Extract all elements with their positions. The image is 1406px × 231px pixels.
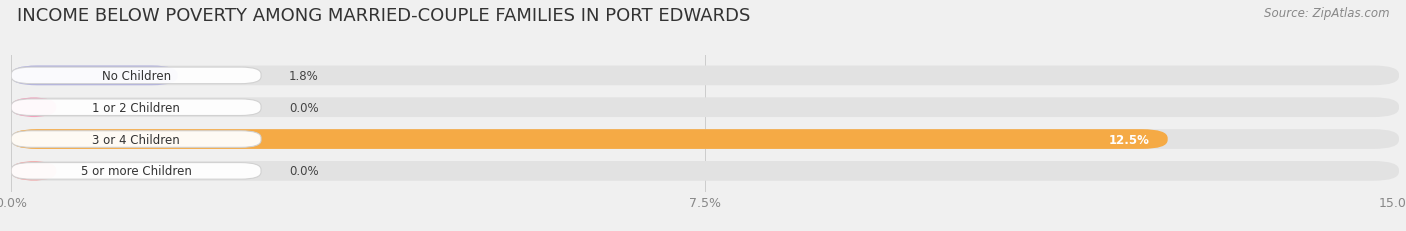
FancyBboxPatch shape	[11, 68, 262, 84]
FancyBboxPatch shape	[11, 130, 1399, 149]
FancyBboxPatch shape	[11, 98, 56, 118]
Text: Source: ZipAtlas.com: Source: ZipAtlas.com	[1264, 7, 1389, 20]
Text: 1.8%: 1.8%	[288, 70, 319, 82]
Text: No Children: No Children	[101, 70, 170, 82]
FancyBboxPatch shape	[11, 130, 1167, 149]
FancyBboxPatch shape	[11, 66, 177, 86]
FancyBboxPatch shape	[11, 161, 56, 181]
FancyBboxPatch shape	[11, 161, 1399, 181]
FancyBboxPatch shape	[11, 66, 1399, 86]
FancyBboxPatch shape	[11, 163, 262, 179]
FancyBboxPatch shape	[11, 100, 262, 116]
Text: INCOME BELOW POVERTY AMONG MARRIED-COUPLE FAMILIES IN PORT EDWARDS: INCOME BELOW POVERTY AMONG MARRIED-COUPL…	[17, 7, 751, 25]
Text: 3 or 4 Children: 3 or 4 Children	[93, 133, 180, 146]
Text: 0.0%: 0.0%	[288, 101, 318, 114]
Text: 1 or 2 Children: 1 or 2 Children	[93, 101, 180, 114]
FancyBboxPatch shape	[11, 131, 262, 148]
Text: 0.0%: 0.0%	[288, 165, 318, 178]
Text: 5 or more Children: 5 or more Children	[80, 165, 191, 178]
Text: 12.5%: 12.5%	[1108, 133, 1149, 146]
FancyBboxPatch shape	[11, 98, 1399, 118]
